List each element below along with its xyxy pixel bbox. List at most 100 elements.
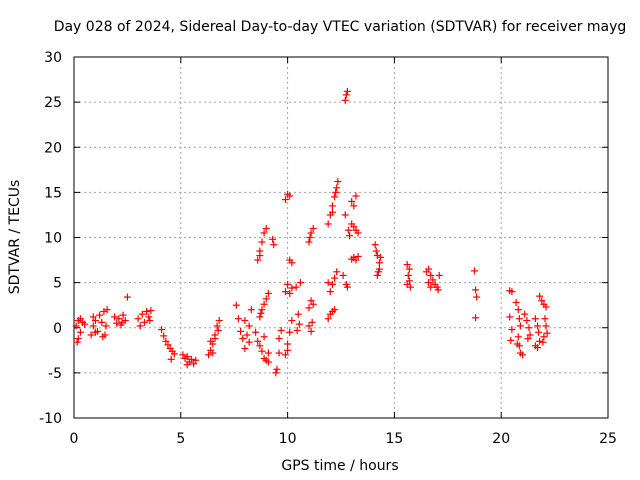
data-point: [119, 311, 127, 319]
chart-title: Day 028 of 2024, Sidereal Day-to-day VTE…: [54, 19, 627, 35]
grid-lines: [74, 57, 608, 418]
data-point: [296, 279, 304, 287]
data-point: [331, 306, 339, 314]
data-point: [87, 331, 95, 339]
data-point: [98, 318, 106, 326]
data-point: [81, 320, 89, 328]
data-point: [344, 226, 352, 234]
y-tick-label: 25: [44, 95, 62, 111]
y-tick-label: 10: [44, 231, 62, 247]
data-point: [305, 322, 313, 330]
data-point: [262, 224, 270, 232]
data-point: [170, 350, 178, 358]
data-point: [138, 310, 146, 318]
data-point: [91, 328, 99, 336]
data-point: [506, 313, 514, 321]
y-tick-label: -5: [48, 366, 62, 382]
data-point: [523, 317, 531, 325]
data-point: [472, 286, 480, 294]
data-point: [473, 293, 481, 301]
data-point: [333, 268, 341, 276]
data-point: [375, 259, 383, 267]
data-point: [147, 307, 155, 315]
data-point: [183, 361, 191, 369]
data-point: [258, 347, 266, 355]
data-point: [542, 303, 550, 311]
data-point: [403, 261, 411, 269]
data-point: [294, 310, 302, 318]
data-point: [339, 271, 347, 279]
data-point: [234, 315, 242, 323]
data-point: [352, 192, 360, 200]
data-point: [101, 331, 109, 339]
data-point: [405, 277, 413, 285]
data-point: [113, 319, 121, 327]
data-point: [158, 326, 166, 334]
data-point: [256, 252, 264, 260]
data-point: [275, 335, 283, 343]
data-point: [515, 315, 523, 323]
data-point: [331, 274, 339, 282]
data-point: [526, 331, 534, 339]
data-point: [541, 315, 549, 323]
data-point: [372, 247, 380, 255]
data-point: [295, 320, 303, 328]
data-point: [508, 326, 516, 334]
data-point: [273, 365, 281, 373]
data-point: [164, 341, 172, 349]
data-point: [264, 349, 272, 357]
data-point: [305, 238, 313, 246]
y-tick-label: 20: [44, 140, 62, 156]
data-point: [540, 333, 548, 341]
data-point: [239, 335, 247, 343]
data-point: [328, 202, 336, 210]
data-point: [73, 338, 81, 346]
data-point: [373, 271, 381, 279]
data-point: [341, 96, 349, 104]
data-point: [145, 313, 153, 321]
data-point: [525, 324, 533, 332]
x-axis-title: GPS time / hours: [281, 458, 398, 474]
data-point: [288, 259, 296, 267]
data-point: [214, 326, 222, 334]
data-point: [254, 256, 262, 264]
data-point: [91, 317, 99, 325]
data-point: [192, 356, 200, 364]
data-point: [272, 369, 280, 377]
data-point: [74, 335, 82, 343]
data-point: [341, 211, 349, 219]
data-point: [350, 202, 358, 210]
data-point: [405, 265, 413, 273]
data-point: [262, 295, 270, 303]
data-point: [143, 308, 151, 316]
data-point: [187, 355, 195, 363]
data-point: [332, 188, 340, 196]
data-point: [288, 284, 296, 292]
data-point: [512, 298, 520, 306]
x-tick-label: 20: [492, 431, 510, 447]
data-point: [213, 322, 221, 330]
tick-labels: 0 5 10 15 20 25 -10 -5 0 5 10 15 20 25 30: [39, 50, 617, 447]
data-point: [354, 229, 362, 237]
data-point: [354, 252, 362, 260]
data-point: [471, 267, 478, 275]
data-point: [275, 349, 283, 357]
data-point: [243, 331, 251, 339]
data-point: [472, 314, 480, 322]
data-point: [534, 322, 542, 330]
data-point: [89, 313, 97, 321]
x-tick-label: 10: [279, 431, 297, 447]
data-point: [118, 318, 126, 326]
data-point: [324, 220, 332, 228]
data-point: [179, 351, 187, 359]
data-point: [134, 315, 142, 323]
data-point: [277, 326, 285, 334]
data-point: [516, 322, 524, 330]
data-point: [406, 283, 414, 291]
data-point: [258, 306, 266, 314]
data-point: [519, 351, 527, 359]
data-point: [284, 280, 292, 288]
axis-ticks: [73, 56, 609, 419]
data-point: [307, 327, 315, 335]
data-point: [270, 241, 278, 249]
